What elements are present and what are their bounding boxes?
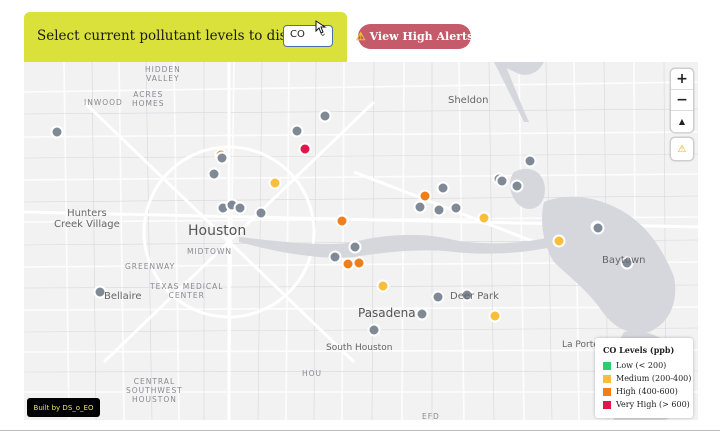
place-label-hunters-creek-village: Hunters Creek Village bbox=[54, 208, 120, 230]
station-marker-no-data[interactable] bbox=[460, 288, 474, 302]
place-label-houston: Houston bbox=[188, 223, 247, 239]
place-label-bellaire: Bellaire bbox=[104, 291, 142, 302]
place-label-greenway: GREENWAY bbox=[125, 262, 176, 271]
place-label-central-southwest-houston: CENTRAL SOUTHWEST HOUSTON bbox=[126, 377, 183, 404]
place-label-midtown: MIDTOWN bbox=[187, 247, 232, 256]
station-marker-no-data[interactable] bbox=[620, 256, 634, 270]
warning-icon: ⚠ bbox=[677, 143, 687, 155]
zoom-out-button[interactable]: − bbox=[671, 90, 693, 111]
station-marker-no-data[interactable] bbox=[415, 307, 429, 321]
map-alert-control-button[interactable]: ⚠ bbox=[671, 138, 693, 160]
station-marker-high[interactable] bbox=[418, 189, 432, 203]
zoom-control: + − ▲ bbox=[671, 69, 693, 132]
mouse-cursor-icon bbox=[315, 20, 327, 34]
map-legend: CO Levels (ppb) Low (< 200) Medium (200-… bbox=[595, 338, 693, 418]
station-marker-medium[interactable] bbox=[376, 279, 390, 293]
station-marker-medium[interactable] bbox=[477, 211, 491, 225]
map-base bbox=[24, 62, 698, 420]
station-marker-no-data[interactable] bbox=[254, 206, 268, 220]
station-marker-no-data[interactable] bbox=[215, 151, 229, 165]
station-marker-no-data[interactable] bbox=[207, 167, 221, 181]
station-marker-no-data[interactable] bbox=[510, 179, 524, 193]
station-marker-no-data[interactable] bbox=[233, 201, 247, 215]
station-marker-no-data[interactable] bbox=[50, 125, 64, 139]
place-label-la-porte: La Porte bbox=[562, 340, 599, 350]
station-marker-medium[interactable] bbox=[488, 309, 502, 323]
compass-reset-button[interactable]: ▲ bbox=[678, 117, 686, 126]
station-marker-high[interactable] bbox=[352, 256, 366, 270]
station-marker-very-high[interactable] bbox=[298, 142, 312, 156]
legend-title: CO Levels (ppb) bbox=[603, 345, 675, 355]
station-marker-no-data[interactable] bbox=[348, 240, 362, 254]
pollution-map[interactable]: HIDDEN VALLEY ACRES HOMES INWOOD Sheldon H… bbox=[24, 62, 698, 420]
place-label-inwood: INWOOD bbox=[84, 98, 123, 107]
place-label-baytown: Baytown bbox=[602, 255, 646, 266]
chevron-down-icon: ⌄ bbox=[318, 28, 327, 39]
place-label-sheldon: Sheldon bbox=[448, 95, 489, 106]
station-marker-no-data[interactable] bbox=[93, 285, 107, 299]
station-marker-no-data[interactable] bbox=[436, 181, 450, 195]
legend-label-low: Low (< 200) bbox=[616, 361, 667, 370]
credit-badge[interactable]: Built by DS_o_EO bbox=[27, 398, 100, 417]
place-label-texas-medical-center: TEXAS MEDICAL CENTER bbox=[150, 282, 224, 300]
page-divider bbox=[0, 430, 720, 431]
station-marker-no-data[interactable] bbox=[432, 203, 446, 217]
station-marker-medium[interactable] bbox=[268, 176, 282, 190]
station-markers[interactable] bbox=[50, 109, 634, 337]
legend-label-high: High (400-600) bbox=[616, 387, 678, 396]
pollutant-selector-panel: Select current pollutant levels to displ… bbox=[24, 12, 347, 62]
station-marker-no-data[interactable] bbox=[367, 323, 381, 337]
place-label-hou: HOU bbox=[302, 369, 323, 378]
pollutant-select-value: CO bbox=[290, 29, 305, 40]
place-label-efd: EFD bbox=[422, 412, 440, 420]
pollutant-selector-label: Select current pollutant levels to displ… bbox=[37, 28, 320, 44]
legend-item-very-high: Very High (> 600) bbox=[603, 400, 690, 409]
legend-label-very-high: Very High (> 600) bbox=[616, 400, 690, 409]
station-marker-medium[interactable] bbox=[552, 234, 566, 248]
legend-item-high: High (400-600) bbox=[603, 387, 678, 396]
view-high-alerts-label: View High Alerts bbox=[369, 30, 474, 43]
station-marker-no-data[interactable] bbox=[413, 200, 427, 214]
place-label-pasadena: Pasadena bbox=[358, 306, 416, 320]
legend-item-medium: Medium (200-400) bbox=[603, 374, 691, 383]
station-marker-no-data[interactable] bbox=[431, 290, 445, 304]
station-marker-no-data[interactable] bbox=[290, 124, 304, 138]
legend-item-low: Low (< 200) bbox=[603, 361, 666, 370]
place-label-deer-park: Deer Park bbox=[450, 291, 499, 302]
station-marker-no-data[interactable] bbox=[591, 221, 605, 235]
zoom-in-button[interactable]: + bbox=[671, 69, 693, 90]
station-marker-no-data[interactable] bbox=[523, 154, 537, 168]
station-marker-no-data[interactable] bbox=[328, 250, 342, 264]
station-marker-high[interactable] bbox=[341, 257, 355, 271]
warning-icon: ⚠ bbox=[355, 30, 366, 43]
place-label-hidden-valley: HIDDEN VALLEY bbox=[145, 65, 181, 83]
station-marker-no-data[interactable] bbox=[449, 201, 463, 215]
place-label-acres-homes: ACRES HOMES bbox=[132, 90, 165, 108]
place-label-south-houston: South Houston bbox=[326, 343, 393, 353]
station-marker-no-data[interactable] bbox=[318, 109, 332, 123]
legend-swatch-medium bbox=[603, 374, 611, 383]
legend-swatch-low bbox=[603, 361, 611, 370]
station-marker-high[interactable] bbox=[335, 214, 349, 228]
station-marker-no-data[interactable] bbox=[495, 174, 509, 188]
view-high-alerts-button[interactable]: ⚠ View High Alerts bbox=[355, 24, 474, 49]
legend-swatch-high bbox=[603, 387, 611, 396]
legend-label-medium: Medium (200-400) bbox=[616, 374, 692, 383]
legend-swatch-very-high bbox=[603, 400, 611, 409]
